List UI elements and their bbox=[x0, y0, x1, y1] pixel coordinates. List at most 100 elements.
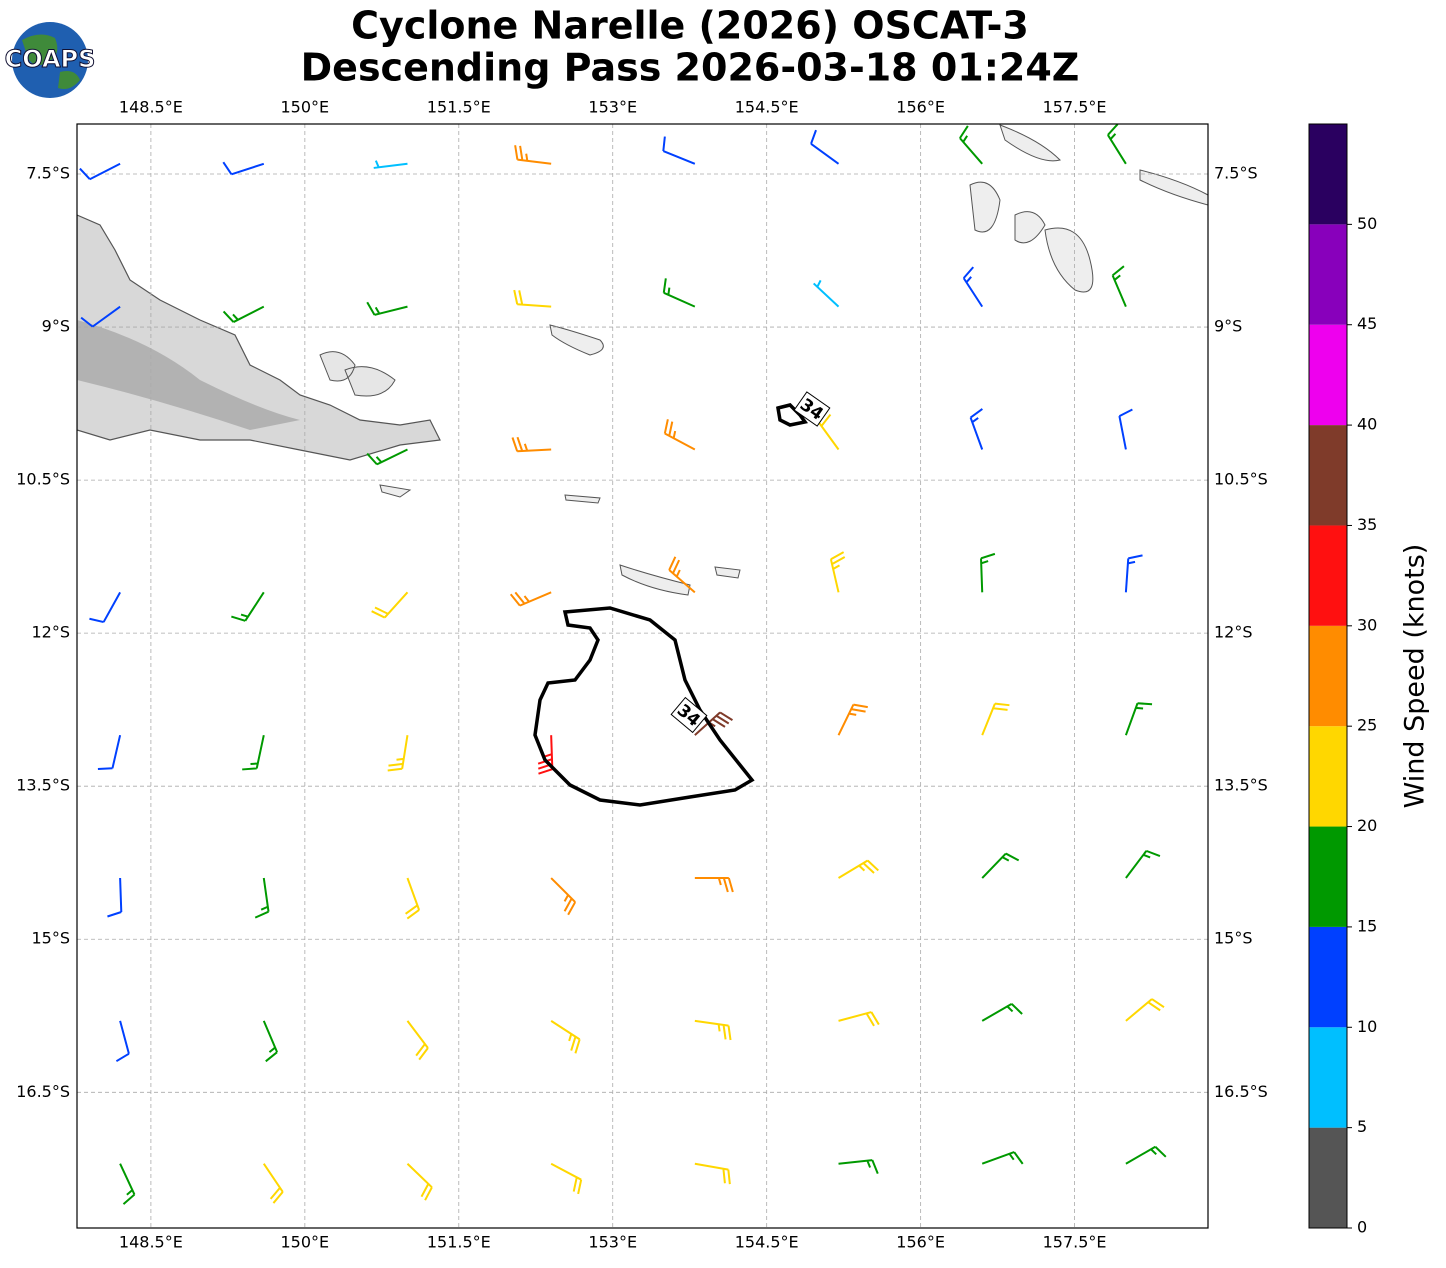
wind-barb bbox=[1111, 265, 1127, 308]
wind-barb bbox=[387, 735, 409, 772]
colorbar-bin bbox=[1309, 224, 1347, 325]
colorbar-bin bbox=[1309, 425, 1347, 526]
wind-barb bbox=[222, 305, 265, 323]
colorbar-label: Wind Speed (knots) bbox=[1400, 544, 1431, 809]
colorbar-bin bbox=[1309, 324, 1347, 426]
wind-barb bbox=[959, 125, 983, 165]
land bbox=[77, 124, 1208, 596]
island bbox=[379, 484, 601, 504]
wind-barb bbox=[79, 162, 121, 181]
wind-barb bbox=[115, 1020, 130, 1063]
wind-barb bbox=[1125, 998, 1165, 1022]
x-tick-label: 153°E bbox=[588, 98, 637, 117]
colorbar-tick-label: 50 bbox=[1357, 214, 1377, 233]
y-tick-label: 10.5°S bbox=[1214, 470, 1268, 489]
colorbar-bin bbox=[1309, 525, 1347, 626]
island bbox=[549, 324, 604, 356]
colorbar: 0 5 10 15 20 25 30 35 40 45 50 bbox=[1308, 123, 1377, 1237]
wind-barb bbox=[694, 1162, 731, 1185]
wind-barb bbox=[1107, 124, 1127, 165]
wind-barb bbox=[254, 877, 270, 919]
chart-subtitle: Descending Pass 2026-03-18 01:24Z bbox=[301, 46, 1080, 90]
barbs bbox=[79, 124, 1167, 1205]
y-tick-label: 12°S bbox=[1214, 623, 1253, 642]
wind-barb bbox=[838, 859, 879, 879]
wind-barb bbox=[981, 1003, 1023, 1022]
wind-barb bbox=[812, 279, 840, 308]
colorbar-tick-label: 20 bbox=[1357, 816, 1377, 835]
wind-barb bbox=[969, 408, 984, 450]
wind-barb bbox=[97, 734, 122, 771]
wind-barb bbox=[838, 1011, 880, 1027]
contour-label-box bbox=[670, 696, 708, 734]
x-tick-label: 148.5°E bbox=[119, 1233, 183, 1252]
wind-barb bbox=[694, 877, 734, 893]
wind-barb bbox=[514, 145, 552, 165]
colorbar-tick-label: 30 bbox=[1357, 615, 1377, 634]
x-tick-label: 156°E bbox=[896, 1233, 945, 1252]
grid bbox=[77, 124, 1208, 1228]
wind-barb bbox=[1124, 702, 1153, 736]
y-tick-label: 10.5°S bbox=[16, 470, 70, 489]
wind-barb bbox=[513, 289, 552, 308]
island bbox=[319, 351, 396, 397]
wind-barb bbox=[80, 305, 121, 328]
y-tick-label: 15°S bbox=[31, 929, 70, 948]
wind-barb bbox=[89, 591, 121, 624]
wind-barb bbox=[366, 301, 408, 316]
wind-barb bbox=[1124, 554, 1143, 593]
wind-barb bbox=[980, 552, 996, 593]
colorbar-tick-label: 15 bbox=[1357, 916, 1377, 935]
y-tick-label: 7.5°S bbox=[1214, 163, 1258, 182]
y-tick-label: 9°S bbox=[42, 317, 70, 336]
contour-line bbox=[533, 606, 755, 807]
island bbox=[969, 124, 1208, 293]
island bbox=[619, 564, 741, 596]
terrain bbox=[77, 320, 300, 430]
wind-barb bbox=[662, 136, 696, 165]
wind-barb bbox=[537, 735, 554, 775]
y-tick-label: 13.5°S bbox=[16, 776, 70, 795]
contour-line bbox=[776, 403, 808, 427]
wind-barb bbox=[405, 877, 421, 920]
colorbar-tick-label: 40 bbox=[1357, 415, 1377, 434]
x-tick-label: 148.5°E bbox=[119, 98, 183, 117]
colorbar-bin bbox=[1309, 625, 1347, 727]
colorbar-bin bbox=[1309, 124, 1347, 225]
y-tick-label: 9°S bbox=[1214, 317, 1242, 336]
wind-barb bbox=[550, 1162, 583, 1195]
wind-barb bbox=[810, 129, 840, 165]
x-tick-label: 153°E bbox=[588, 1233, 637, 1252]
wind-barb bbox=[406, 1163, 433, 1201]
wind-barb bbox=[981, 852, 1020, 879]
logo-text: COAPS bbox=[5, 45, 96, 73]
contour-label: 34 bbox=[796, 395, 827, 425]
y-tick-label: 12°S bbox=[31, 623, 70, 642]
wind-barb bbox=[509, 591, 552, 607]
wind-barb bbox=[550, 877, 577, 916]
colorbar-bin bbox=[1309, 926, 1347, 1028]
wind-barb bbox=[962, 266, 984, 308]
x-tick-label: 151.5°E bbox=[427, 1233, 491, 1252]
wind-barb bbox=[373, 160, 408, 169]
colorbar-bin bbox=[1309, 1027, 1347, 1128]
wind-barb bbox=[981, 702, 1010, 736]
contour-label-box bbox=[793, 391, 831, 427]
x-tick-label: 154.5°E bbox=[735, 98, 799, 117]
wind-barb bbox=[663, 419, 696, 451]
x-tick-label: 157.5°E bbox=[1043, 1233, 1107, 1252]
y-tick-label: 16.5°S bbox=[16, 1082, 70, 1101]
colorbar-bin bbox=[1309, 1127, 1347, 1228]
colorbar-tick-label: 25 bbox=[1357, 716, 1377, 735]
chart-title: Cyclone Narelle (2026) OSCAT-3 bbox=[351, 4, 1029, 48]
wind-barb bbox=[662, 278, 696, 308]
wind-barb bbox=[668, 556, 696, 594]
y-tick-label: 16.5°S bbox=[1214, 1082, 1268, 1101]
wind-barb bbox=[262, 1163, 284, 1204]
logo-land bbox=[22, 34, 80, 89]
x-tick-label: 157.5°E bbox=[1043, 98, 1107, 117]
colorbar-tick-label: 0 bbox=[1357, 1218, 1367, 1237]
colorbar-tick-label: 45 bbox=[1357, 314, 1377, 333]
colorbar-tick-label: 5 bbox=[1357, 1117, 1367, 1136]
